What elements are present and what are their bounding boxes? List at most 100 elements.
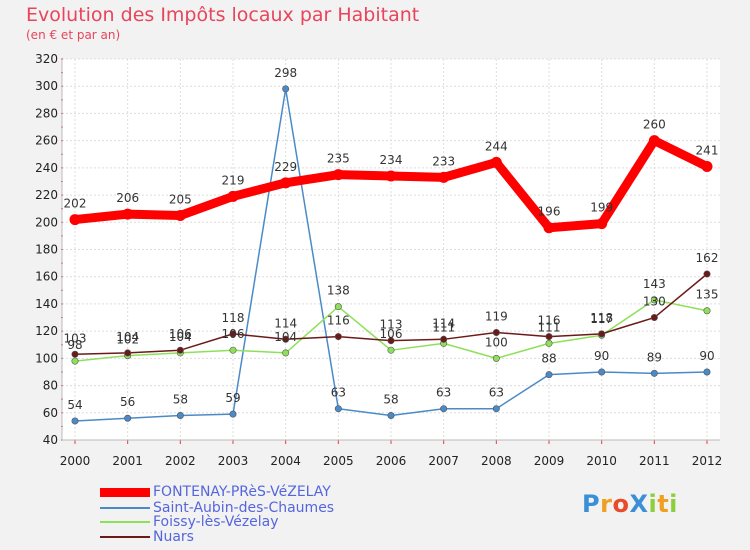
- chart-subtitle: (en € et par an): [26, 28, 121, 42]
- legend-swatch-foissy: [100, 521, 150, 523]
- data-label: 244: [485, 139, 508, 153]
- data-label: 206: [116, 191, 139, 205]
- data-label: 205: [169, 192, 192, 206]
- data-label: 135: [696, 288, 719, 302]
- data-point: [492, 329, 500, 337]
- data-label: 104: [169, 330, 192, 344]
- y-tick-label: 120: [35, 324, 58, 338]
- y-tick-label: 220: [35, 188, 58, 202]
- x-tick-label: 2007: [428, 454, 459, 468]
- x-tick-label: 2001: [112, 454, 143, 468]
- data-point: [227, 190, 239, 202]
- data-point: [490, 156, 502, 168]
- data-point: [438, 171, 450, 183]
- x-tick-label: 2009: [534, 454, 565, 468]
- legend-label-saint-aubin: Saint-Aubin-des-Chaumes: [153, 500, 335, 516]
- y-tick-label: 240: [35, 161, 58, 175]
- data-label: 116: [327, 314, 350, 328]
- y-tick-label: 160: [35, 270, 58, 284]
- data-point: [650, 296, 658, 304]
- data-label: 143: [643, 277, 666, 291]
- data-point: [71, 357, 79, 365]
- data-point: [596, 218, 608, 230]
- data-label: 106: [380, 327, 403, 341]
- data-label: 162: [696, 251, 719, 265]
- data-point: [492, 405, 500, 413]
- data-label: 56: [120, 395, 135, 409]
- legend-label-fontenay: FONTENAY-PRèS-VéZELAY: [153, 484, 331, 500]
- x-tick-label: 2000: [60, 454, 91, 468]
- data-label: 229: [274, 160, 297, 174]
- data-point: [176, 412, 184, 420]
- logo-letter: o: [612, 490, 630, 518]
- logo-letter: X: [629, 490, 649, 518]
- legend-label-foissy: Foissy-lès-Vézelay: [153, 514, 279, 530]
- grid: [62, 58, 720, 441]
- data-point: [650, 369, 658, 377]
- data-label: 98: [67, 338, 82, 352]
- data-point: [280, 177, 292, 189]
- data-point: [545, 333, 553, 341]
- data-label: 118: [222, 311, 245, 325]
- legend-swatch-saint-aubin: [100, 507, 150, 509]
- logo-letter: P: [582, 490, 601, 518]
- y-tick-label: 140: [35, 297, 58, 311]
- x-tick-label: 2010: [586, 454, 617, 468]
- series-lines: [69, 85, 713, 425]
- data-point: [545, 371, 553, 379]
- data-point: [545, 339, 553, 347]
- data-label: 260: [643, 118, 666, 132]
- data-point: [124, 414, 132, 422]
- data-label: 138: [327, 284, 350, 298]
- y-tick-label: 320: [35, 52, 58, 66]
- data-label: 58: [383, 393, 398, 407]
- y-tick-label: 280: [35, 106, 58, 120]
- x-tick-label: 2003: [218, 454, 249, 468]
- data-point: [440, 405, 448, 413]
- data-point: [71, 350, 79, 358]
- data-point: [334, 405, 342, 413]
- data-point: [69, 214, 81, 226]
- data-point: [282, 335, 290, 343]
- data-label: 59: [225, 391, 240, 405]
- y-tick-label: 200: [35, 215, 58, 229]
- data-point: [229, 346, 237, 354]
- data-label: 111: [432, 320, 455, 334]
- x-tick-label: 2006: [376, 454, 407, 468]
- data-label: 63: [489, 386, 504, 400]
- data-point: [701, 160, 713, 172]
- y-tick-label: 80: [43, 379, 58, 393]
- data-point: [387, 346, 395, 354]
- data-point: [71, 417, 79, 425]
- data-point: [650, 314, 658, 322]
- data-point: [332, 169, 344, 181]
- x-tick-label: 2011: [639, 454, 670, 468]
- legend-label-nuars: Nuars: [153, 529, 194, 545]
- data-label: 106: [222, 327, 245, 341]
- data-point: [334, 333, 342, 341]
- y-tick-label: 180: [35, 243, 58, 257]
- axes: 40 60 80 100 120 140 160 180 200 220 240 260 280 300 3…: [35, 52, 722, 468]
- proxiti-logo: ProXiti: [582, 490, 678, 518]
- data-label: 199: [590, 201, 613, 215]
- data-label: 63: [436, 386, 451, 400]
- data-label: 90: [594, 349, 609, 363]
- data-point: [598, 330, 606, 338]
- x-tick-label: 2012: [692, 454, 723, 468]
- x-tick-label: 2008: [481, 454, 512, 468]
- data-point: [703, 368, 711, 376]
- x-tick-label: 2005: [323, 454, 354, 468]
- data-point: [282, 349, 290, 357]
- data-label: 103: [64, 331, 87, 345]
- logo-letter: i: [669, 490, 678, 518]
- data-label: 117: [590, 312, 613, 326]
- data-point: [387, 412, 395, 420]
- data-label: 235: [327, 152, 350, 166]
- data-label: 116: [538, 314, 561, 328]
- data-label: 241: [696, 143, 719, 157]
- y-tick-label: 60: [43, 406, 58, 420]
- y-tick-label: 100: [35, 351, 58, 365]
- data-point: [703, 270, 711, 278]
- data-label: 63: [331, 386, 346, 400]
- logo-letter: i: [648, 490, 658, 518]
